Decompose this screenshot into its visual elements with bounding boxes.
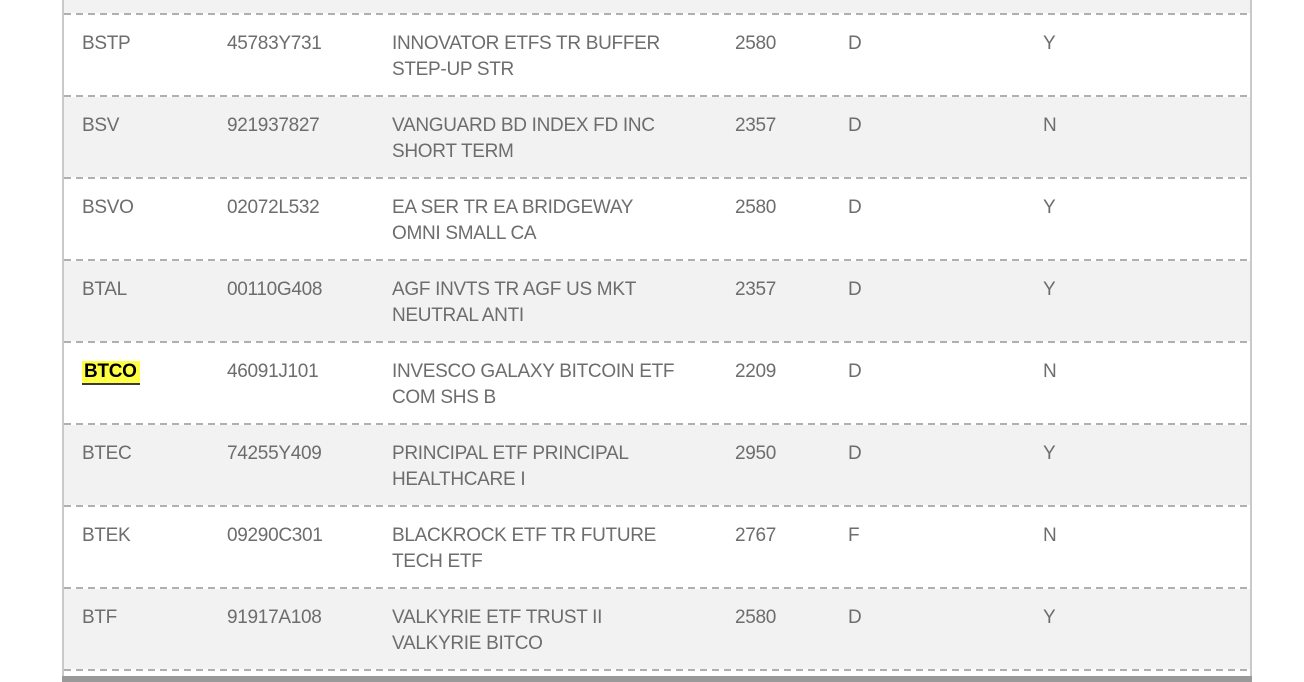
description-cell: INNOVATOR ETFS TR BUFFER STEP-UP STR: [392, 33, 660, 80]
row-divider: [64, 13, 1250, 15]
symbol-cell: BSV: [82, 115, 120, 136]
description-cell: EA SER TR EA BRIDGEWAY OMNI SMALL CA: [392, 197, 633, 244]
description-cell: AGF INVTS TR AGF US MKT NEUTRAL ANTI: [392, 279, 636, 326]
cusip-cell: 921937827: [227, 115, 320, 136]
table-row[interactable]: BTEK 09290C301 BLACKROCK ETF TR FUTURE T…: [64, 507, 1250, 587]
row-divider: [64, 587, 1250, 589]
table-row[interactable]: BTEC 74255Y409 PRINCIPAL ETF PRINCIPAL H…: [64, 425, 1250, 505]
type-cell: F: [848, 525, 860, 546]
flag-cell: N: [1043, 361, 1057, 382]
table-row[interactable]: BTAL 00110G408 AGF INVTS TR AGF US MKT N…: [64, 261, 1250, 341]
flag-cell: Y: [1043, 443, 1056, 464]
symbol-cell: BTEK: [82, 525, 131, 546]
row-divider: [64, 505, 1250, 507]
type-cell: D: [848, 361, 862, 382]
description-cell: BLACKROCK ETF TR FUTURE TECH ETF: [392, 525, 657, 572]
code-cell: 2950: [735, 443, 777, 464]
type-cell: D: [848, 607, 862, 628]
code-cell: 2580: [735, 607, 777, 628]
row-divider: [64, 341, 1250, 343]
row-divider: [64, 177, 1250, 179]
cusip-cell: 74255Y409: [227, 443, 322, 464]
code-cell: 2580: [735, 197, 777, 218]
symbol-cell: BTEC: [82, 443, 132, 464]
table-row-partial-top: [64, 0, 1250, 13]
symbol-cell: BTAL: [82, 279, 127, 300]
row-divider: [64, 423, 1250, 425]
flag-cell: N: [1043, 115, 1057, 136]
description-cell: PRINCIPAL ETF PRINCIPAL HEALTHCARE I: [392, 443, 628, 490]
type-cell: D: [848, 33, 862, 54]
table-row-highlighted[interactable]: BTCO 46091J101 INVESCO GALAXY BITCOIN ET…: [64, 343, 1250, 423]
horizontal-scrollbar-thumb[interactable]: [62, 676, 1252, 682]
cusip-cell: 46091J101: [227, 361, 319, 382]
row-divider: [64, 95, 1250, 97]
symbol-cell: BSTP: [82, 33, 131, 54]
type-cell: D: [848, 197, 862, 218]
type-cell: D: [848, 115, 862, 136]
table-row[interactable]: BTF 91917A108 VALKYRIE ETF TRUST II VALK…: [64, 589, 1250, 669]
code-cell: 2357: [735, 115, 777, 136]
cusip-cell: 09290C301: [227, 525, 323, 546]
code-cell: 2357: [735, 279, 777, 300]
search-highlight: BTCO: [82, 361, 140, 385]
flag-cell: Y: [1043, 279, 1056, 300]
flag-cell: Y: [1043, 197, 1056, 218]
securities-table: BSTP 45783Y731 INNOVATOR ETFS TR BUFFER …: [62, 0, 1252, 682]
symbol-cell: BSVO: [82, 197, 134, 218]
flag-cell: Y: [1043, 607, 1056, 628]
code-cell: 2209: [735, 361, 777, 382]
table-row[interactable]: BSV 921937827 VANGUARD BD INDEX FD INC S…: [64, 97, 1250, 177]
description-cell: VALKYRIE ETF TRUST II VALKYRIE BITCO: [392, 607, 603, 654]
symbol-cell: BTCO: [82, 359, 212, 385]
table-row[interactable]: BSTP 45783Y731 INNOVATOR ETFS TR BUFFER …: [64, 15, 1250, 95]
description-cell: VANGUARD BD INDEX FD INC SHORT TERM: [392, 115, 655, 162]
cusip-cell: 02072L532: [227, 197, 320, 218]
flag-cell: Y: [1043, 33, 1056, 54]
code-cell: 2767: [735, 525, 777, 546]
type-cell: D: [848, 443, 862, 464]
code-cell: 2580: [735, 33, 777, 54]
description-cell: INVESCO GALAXY BITCOIN ETF COM SHS B: [392, 361, 675, 408]
cusip-cell: 45783Y731: [227, 33, 322, 54]
cusip-cell: 91917A108: [227, 607, 322, 628]
symbol-cell: BTF: [82, 607, 117, 628]
table-row-partial-bottom: [64, 671, 1250, 678]
table-row[interactable]: BSVO 02072L532 EA SER TR EA BRIDGEWAY OM…: [64, 179, 1250, 259]
row-divider: [64, 669, 1250, 671]
type-cell: D: [848, 279, 862, 300]
flag-cell: N: [1043, 525, 1057, 546]
cusip-cell: 00110G408: [227, 279, 323, 300]
row-divider: [64, 259, 1250, 261]
